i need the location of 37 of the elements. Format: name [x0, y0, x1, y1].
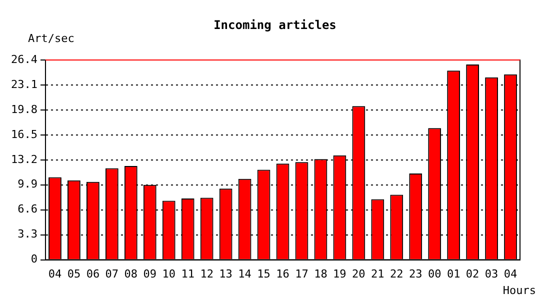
x-tick-label: 17 — [295, 267, 308, 280]
x-axis-title: Hours — [502, 284, 536, 297]
y-axis-title: Art/sec — [28, 32, 74, 45]
x-tick-label: 11 — [181, 267, 194, 280]
x-tick-label: 19 — [333, 267, 346, 280]
y-tick-label: 3.3 — [18, 228, 38, 241]
x-tick-label: 22 — [390, 267, 404, 280]
x-tick-label: 15 — [257, 267, 270, 280]
x-tick-label: 09 — [143, 267, 157, 280]
y-tick-label: 26.4 — [10, 52, 38, 66]
y-tick-label: 9.9 — [18, 178, 38, 191]
x-tick-label: 06 — [86, 267, 100, 280]
x-tick-label: 20 — [352, 267, 366, 280]
chart-title: Incoming articles — [212, 18, 338, 32]
x-tick-label: 18 — [314, 267, 328, 280]
x-tick-label: 00 — [428, 267, 442, 280]
y-tick-label: 6.6 — [18, 202, 38, 216]
x-tick-label: 07 — [105, 267, 119, 280]
y-tick-label: 23.1 — [10, 78, 38, 91]
x-tick-label: 04 — [504, 267, 518, 280]
x-tick-label: 01 — [446, 267, 460, 280]
x-tick-label: 10 — [162, 267, 176, 280]
x-tick-label: 02 — [466, 267, 480, 280]
x-tick-label: 08 — [124, 267, 138, 280]
x-tick-label: 14 — [238, 267, 252, 280]
x-tick-label: 05 — [67, 267, 81, 280]
y-tick-label: 19.8 — [10, 102, 38, 116]
y-tick-label: 13.2 — [10, 152, 38, 166]
x-tick-label: 03 — [484, 267, 498, 280]
x-tick-label: 16 — [276, 267, 290, 280]
x-tick-label: 12 — [200, 267, 214, 280]
x-tick-label: 21 — [371, 267, 384, 280]
y-tick-label: 0 — [30, 252, 38, 266]
x-tick-label: 04 — [48, 267, 62, 280]
x-tick-label: 23 — [408, 267, 422, 280]
x-tick-label: 13 — [219, 267, 232, 280]
y-tick-label: 16.5 — [10, 128, 38, 141]
